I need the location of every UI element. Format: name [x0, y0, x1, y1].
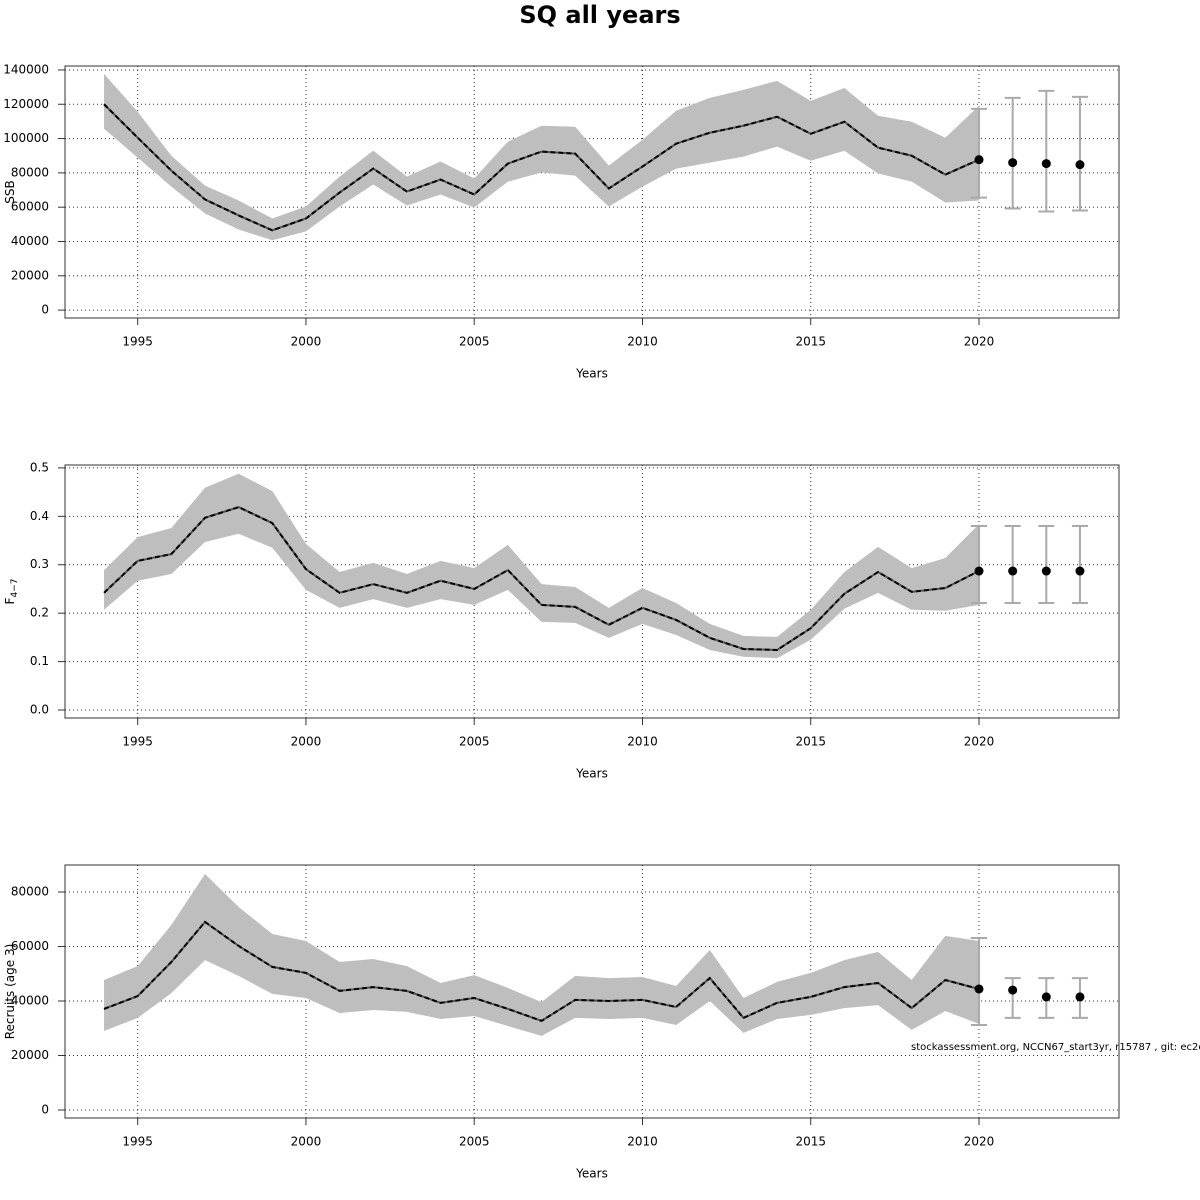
confidence-band [104, 473, 980, 659]
x-tick-label: 2020 [964, 1135, 995, 1149]
x-tick-label: 1995 [122, 1135, 153, 1149]
forecast-point [974, 155, 984, 165]
y-tick-label: 120000 [3, 97, 49, 111]
y-tick-label: 0.0 [30, 703, 49, 717]
forecast-point [974, 566, 984, 576]
plot-frame [64, 65, 1120, 319]
forecast-point [974, 984, 984, 994]
estimate-line-dash [103, 920, 980, 1022]
y-axis-label-subscript: 4−7 [10, 579, 20, 598]
x-tick-label: 2010 [627, 335, 658, 349]
y-tick-label: 0 [41, 1102, 49, 1116]
plot-frame [64, 864, 1120, 1119]
x-tick-label: 2015 [795, 735, 826, 749]
y-axis-label-main: SSB [3, 180, 17, 203]
x-tick-label: 2020 [964, 335, 995, 349]
forecast-point [1075, 992, 1085, 1002]
confidence-band [104, 73, 980, 241]
y-axis-label-main: Recruits (age 3) [3, 944, 17, 1040]
forecast-point [1008, 158, 1018, 168]
y-tick-label: 0.4 [30, 509, 49, 523]
y-axis-label: SSB [3, 180, 17, 203]
forecast-point [1075, 160, 1085, 170]
y-tick-label: 0.3 [30, 557, 49, 571]
y-axis-label: F4−7 [3, 579, 20, 605]
forecast-point [1008, 985, 1018, 995]
y-tick-label: 60000 [11, 939, 49, 953]
x-tick-label: 2005 [459, 1135, 490, 1149]
estimate-line-dash [103, 506, 980, 651]
x-axis-label: Years [575, 367, 608, 381]
x-tick-label: 2010 [627, 1135, 658, 1149]
y-tick-label: 140000 [3, 62, 49, 76]
y-tick-label: 80000 [11, 165, 49, 179]
x-tick-label: 1995 [122, 735, 153, 749]
x-tick-label: 2000 [291, 335, 322, 349]
estimate-line-dash [103, 103, 980, 232]
x-tick-label: 2005 [459, 735, 490, 749]
y-tick-label: 20000 [11, 268, 49, 282]
y-tick-label: 20000 [11, 1048, 49, 1062]
y-tick-label: 40000 [11, 993, 49, 1007]
forecast-point [1041, 992, 1051, 1002]
y-tick-label: 40000 [11, 234, 49, 248]
y-tick-label: 0 [41, 303, 49, 317]
x-tick-label: 2015 [795, 335, 826, 349]
figure-title: SQ all years [519, 1, 680, 29]
y-tick-label: 0.5 [30, 460, 49, 474]
y-tick-label: 80000 [11, 884, 49, 898]
forecast-point [1041, 159, 1051, 169]
x-tick-label: 2015 [795, 1135, 826, 1149]
forecast-point [1041, 566, 1051, 576]
x-tick-label: 2010 [627, 735, 658, 749]
y-axis-label: Recruits (age 3) [3, 944, 17, 1040]
y-tick-label: 60000 [11, 200, 49, 214]
y-tick-label: 100000 [3, 131, 49, 145]
y-tick-label: 0.1 [30, 654, 49, 668]
x-tick-label: 2000 [291, 735, 322, 749]
confidence-band [104, 873, 980, 1036]
y-axis-label-main: F [3, 597, 17, 604]
forecast-point [1075, 566, 1085, 576]
footnote: stockassessment.org, NCCN67_start3yr, r1… [911, 1042, 1200, 1053]
plot-frame [64, 464, 1120, 719]
x-axis-label: Years [575, 1167, 608, 1181]
x-tick-label: 2000 [291, 1135, 322, 1149]
x-tick-label: 2020 [964, 735, 995, 749]
x-tick-label: 1995 [122, 335, 153, 349]
y-tick-label: 0.2 [30, 606, 49, 620]
x-tick-label: 2005 [459, 335, 490, 349]
x-axis-label: Years [575, 767, 608, 781]
forecast-point [1008, 566, 1018, 576]
